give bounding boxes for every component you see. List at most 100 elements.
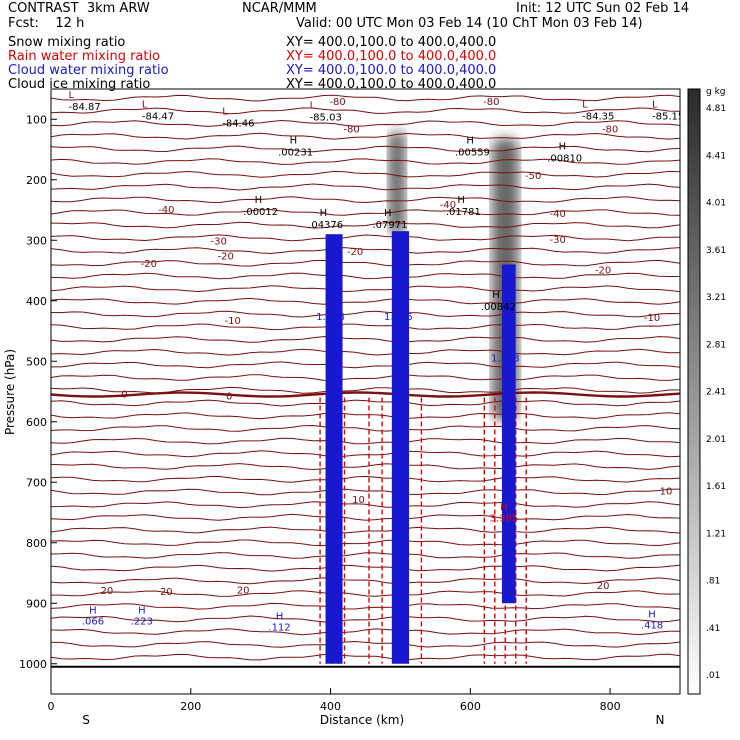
snow-shade-0: [388, 131, 406, 235]
isotherm-4: [51, 145, 680, 153]
temp-min-letter-1: L: [142, 99, 148, 110]
ice-max-2: .00810: [547, 154, 582, 165]
isotherm-30: [51, 475, 680, 483]
isotherm-33: [51, 513, 680, 521]
cloud-max-2: 1.283: [491, 353, 520, 364]
ice-max-4: .01781: [446, 207, 481, 218]
isotherm-40: [51, 602, 680, 610]
isotherm-label-20: -80: [483, 97, 499, 108]
isotherm-31: [51, 488, 680, 496]
y-tick-label-1: 200: [26, 174, 47, 187]
y-tick-label-8: 900: [26, 597, 47, 610]
y-tick-label-2: 300: [26, 234, 47, 247]
x-tick-label-2: 400: [320, 700, 341, 713]
isotherm-label-23: -40: [440, 200, 456, 211]
temp-min-letter-4: L: [582, 99, 588, 110]
colorbar-tick-0: .01: [706, 671, 720, 681]
cloud-h-3: H: [89, 605, 97, 616]
isotherm-43: [51, 640, 680, 648]
isotherm-21: [51, 361, 680, 369]
ice-h-3: H: [255, 195, 263, 206]
legend-ice-xy: XY= 400.0,100.0 to 400.0,400.0: [286, 77, 497, 92]
colorbar-unit: g kg: [706, 87, 726, 97]
temp-min-letter-5: L: [652, 99, 658, 110]
isotherm-8: [51, 196, 680, 204]
cloud-column-1: [391, 231, 410, 664]
cloud-column-2: [501, 264, 516, 604]
ice-max-0: .00231: [278, 148, 313, 159]
ice-max-6: .07971: [372, 220, 407, 231]
isotherm-zero: [51, 391, 680, 398]
isotherm-label-5: -20: [347, 247, 363, 258]
isotherm-20: [51, 348, 680, 356]
cloud-h-6: H: [648, 610, 656, 621]
ice-h-7: H: [492, 290, 500, 301]
isotherm-label-7: -10: [225, 316, 241, 327]
legend-snow-name: Snow mixing ratio: [8, 35, 126, 50]
isotherm-label-6: -20: [595, 265, 611, 276]
temp-min-letter-0: L: [68, 90, 74, 101]
cloud-max-1: 1.876: [384, 312, 413, 323]
isotherm-label-16: 20: [597, 581, 610, 592]
ice-max-1: .00559: [455, 148, 490, 159]
colorbar-tick-5: 2.01: [706, 435, 726, 445]
isotherm-10: [51, 221, 680, 229]
legend-rain-name: Rain water mixing ratio: [8, 49, 161, 64]
colorbar-tick-2: .81: [706, 577, 720, 587]
cloud-max-0: 1.828: [316, 312, 345, 323]
isotherm-32: [51, 501, 680, 509]
isotherm-0: [51, 94, 680, 102]
isotherm-label-11: 10: [352, 495, 365, 506]
isotherm-label-12: 10: [660, 487, 673, 498]
isotherm-9: [51, 209, 680, 216]
isotherm-25: [51, 412, 680, 420]
y-tick-label-5: 600: [26, 416, 47, 429]
ice-h-1: H: [466, 136, 474, 147]
y-axis-label: Pressure (hPa): [3, 349, 17, 435]
isotherm-label-14: 20: [160, 587, 173, 598]
ice-h-0: H: [290, 136, 298, 147]
colorbar: g kg .01 .41 .81 1.21 1.61 2.01 2.41 2.81 3.21 3.…: [687, 87, 726, 695]
x-end-right: N: [656, 713, 665, 727]
isotherm-24: [51, 399, 680, 407]
isotherm-41: [51, 615, 680, 623]
y-tick-label-6: 700: [26, 476, 47, 489]
ice-h-4: H: [457, 195, 465, 206]
cloud-max-3: .066: [82, 616, 104, 627]
ice-h-5: H: [320, 208, 328, 219]
isotherm-42: [51, 628, 680, 636]
plot-area: .00231H.00559H.00810H.00012H.01781H.0437…: [51, 90, 680, 668]
x-axis-label: Distance (km): [320, 713, 404, 727]
colorbar-tick-7: 2.81: [706, 340, 726, 350]
isotherm-14: [51, 272, 680, 280]
cloud-column-0: [325, 234, 343, 664]
axes: 0 200 400 600 800100200300400500600700800900…: [19, 113, 621, 713]
isotherm-label-17: -80: [343, 124, 359, 135]
ice-h-2: H: [559, 142, 567, 153]
isotherm-11: [51, 234, 680, 242]
x-tick-label-1: 200: [180, 700, 201, 713]
isotherm-5: [51, 158, 680, 165]
x-tick-label-3: 600: [460, 700, 481, 713]
forecast-hour: Fcst: 12 h: [8, 16, 85, 31]
temp-min-letter-2: L: [222, 107, 228, 118]
cloud-max-5: .112: [268, 622, 290, 633]
temp-min-value-4: -84.35: [582, 111, 614, 122]
model-title: CONTRAST 3km ARW: [8, 1, 150, 16]
colorbar-tick-8: 3.21: [706, 293, 726, 303]
isotherm-34: [51, 526, 680, 534]
isotherm-label-15: 20: [237, 585, 250, 596]
isotherm-7: [51, 183, 680, 191]
isotherm-label-2: -30: [550, 235, 566, 246]
cloud-h-2: H: [502, 342, 510, 353]
y-tick-label-7: 800: [26, 537, 47, 550]
temp-min-letter-3: L: [310, 100, 316, 111]
isotherm-29: [51, 463, 680, 471]
colorbar-tick-11: 4.41: [706, 151, 726, 161]
isotherm-27: [51, 437, 680, 445]
colorbar-tick-6: 2.41: [706, 388, 726, 398]
x-end-left: S: [82, 713, 90, 727]
isotherm-label-21: -50: [525, 171, 541, 182]
center-label: NCAR/MMM: [242, 1, 317, 16]
